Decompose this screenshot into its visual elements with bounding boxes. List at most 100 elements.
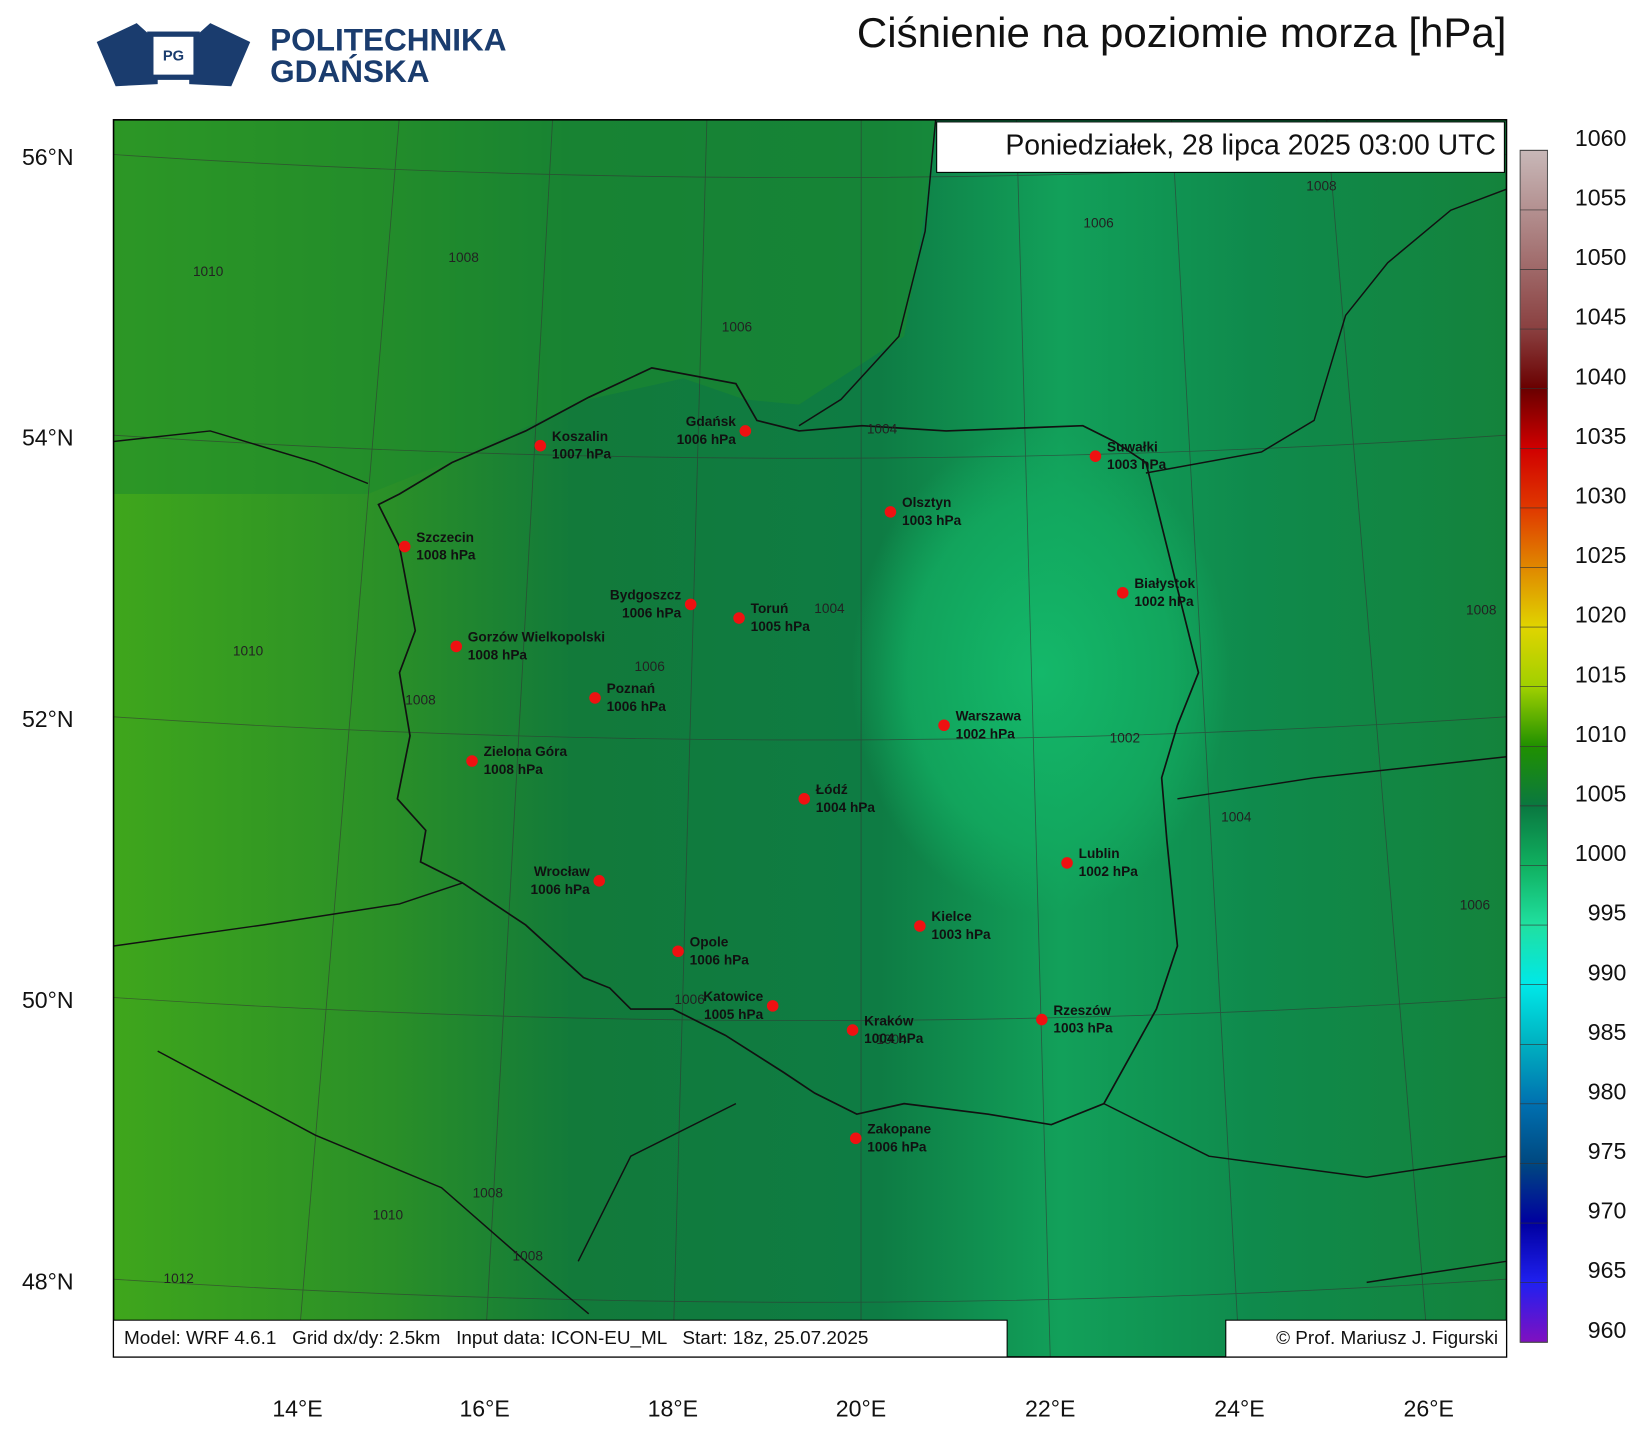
city-pressure: 1005 hPa <box>704 1007 764 1022</box>
city-marker <box>739 425 752 437</box>
city-pressure: 1003 hPa <box>1053 1021 1113 1036</box>
city-marker <box>1061 857 1073 869</box>
contour-label: 1008 <box>513 1249 543 1264</box>
timestamp-box <box>936 121 1505 173</box>
colorbar-label: 995 <box>1588 900 1627 926</box>
colorbar-label: 1055 <box>1575 185 1626 211</box>
city-marker <box>593 875 606 887</box>
city-marker <box>672 945 684 958</box>
city-marker <box>534 439 547 452</box>
city-pressure: 1006 hPa <box>867 1139 927 1154</box>
city-pressure: 1006 hPa <box>607 699 667 714</box>
lat-line <box>113 716 1507 741</box>
lat-label: 56°N <box>22 144 74 170</box>
lat-line <box>113 997 1507 1022</box>
city-pressure: 1006 hPa <box>677 432 737 447</box>
lon-line <box>1171 119 1240 1357</box>
contour-label: 1004 <box>867 422 898 437</box>
contour-label: 1008 <box>1306 179 1336 194</box>
colorbar-label: 1020 <box>1575 602 1626 628</box>
city-marker <box>466 755 478 767</box>
colorbar-label: 1010 <box>1575 721 1626 747</box>
city-name: Kraków <box>864 1013 914 1028</box>
city-name: Zielona Góra <box>484 744 568 759</box>
lat-line <box>113 1278 1507 1303</box>
city-marker <box>1036 1013 1048 1026</box>
timestamp: Poniedziałek, 28 lipca 2025 03:00 UTC <box>1005 130 1496 162</box>
lat-label: 48°N <box>22 1268 74 1294</box>
city-name: Olsztyn <box>902 495 951 510</box>
colorbar-label: 1015 <box>1575 661 1626 687</box>
lon-line <box>297 119 400 1357</box>
logo-badge: PG <box>163 49 184 65</box>
contour-label: 1002 <box>1110 731 1140 746</box>
city-pressure: 1002 hPa <box>1134 594 1194 609</box>
contour-label: 1004 <box>814 601 845 616</box>
city-pressure: 1003 hPa <box>1107 457 1167 472</box>
colorbar-label: 1040 <box>1575 363 1626 389</box>
city-marker <box>684 598 697 611</box>
colorbar-label: 1025 <box>1575 542 1626 568</box>
city-marker <box>766 1000 779 1012</box>
lon-label: 14°E <box>272 1396 322 1422</box>
footer-box <box>113 1319 1008 1358</box>
lat-label: 52°N <box>22 706 74 732</box>
colorbar-label: 1005 <box>1575 780 1626 806</box>
contour-label: 1004 <box>1221 809 1252 824</box>
colorbar-label: 1060 <box>1575 125 1626 151</box>
footer-model: Model: WRF 4.6.1 Grid dx/dy: 2.5km Input… <box>124 1328 868 1349</box>
city-name: Warszawa <box>956 708 1022 723</box>
contour-label: 1008 <box>448 250 478 265</box>
contour-label: 1008 <box>405 693 435 708</box>
city-marker <box>450 640 463 653</box>
city-name: Poznań <box>607 681 656 696</box>
city-marker <box>1116 587 1129 599</box>
city-pressure: 1004 hPa <box>864 1031 924 1046</box>
city-pressure: 1006 hPa <box>690 952 750 967</box>
city-name: Gorzów Wielkopolski <box>468 630 605 645</box>
city-pressure: 1005 hPa <box>751 619 811 634</box>
lon-label: 20°E <box>836 1396 886 1422</box>
contour-label: 1006 <box>1083 215 1113 230</box>
city-pressure: 1006 hPa <box>622 605 682 620</box>
city-name: Opole <box>690 934 729 949</box>
city-name: Białystok <box>1134 576 1195 591</box>
city-pressure: 1007 hPa <box>552 447 612 462</box>
contour-label: 1010 <box>193 264 224 279</box>
contour-label: 1004 <box>876 1032 907 1047</box>
city-pressure: 1008 hPa <box>484 762 544 777</box>
logo: PG POLITECHNIKA GDAŃSKA <box>96 21 507 89</box>
city-marker <box>914 920 926 932</box>
lat-label: 54°N <box>22 424 74 450</box>
city-marker <box>733 612 745 624</box>
city-name: Katowice <box>703 989 763 1004</box>
colorbar-label: 1000 <box>1575 840 1626 866</box>
lon-label: 26°E <box>1404 1396 1454 1422</box>
city-name: Toruń <box>751 601 789 616</box>
lon-label: 16°E <box>459 1396 509 1422</box>
colorbar-label: 1035 <box>1575 423 1626 449</box>
city-pressure: 1008 hPa <box>416 548 476 563</box>
city-marker <box>846 1024 859 1036</box>
city-name: Koszalin <box>552 429 608 444</box>
colorbar-label: 985 <box>1588 1019 1627 1045</box>
lon-label: 18°E <box>648 1396 698 1422</box>
footer-copyright: © Prof. Mariusz J. Figurski <box>1276 1328 1498 1349</box>
city-pressure: 1002 hPa <box>1079 864 1139 879</box>
colorbar-label: 960 <box>1588 1317 1627 1343</box>
city-name: Bydgoszcz <box>610 588 682 603</box>
city-name: Wrocław <box>534 864 590 879</box>
lon-line <box>672 119 708 1357</box>
city-marker <box>938 719 950 732</box>
city-name: Szczecin <box>416 530 474 545</box>
colorbar-label: 1030 <box>1575 482 1626 508</box>
lat-line <box>113 434 1507 459</box>
colorbar-label: 965 <box>1588 1257 1627 1283</box>
city-pressure: 1004 hPa <box>816 800 876 815</box>
city-marker <box>1089 450 1102 462</box>
city-name: Kielce <box>931 909 972 924</box>
city-marker <box>884 506 897 518</box>
city-marker <box>798 793 811 805</box>
city-name: Rzeszów <box>1053 1003 1111 1018</box>
